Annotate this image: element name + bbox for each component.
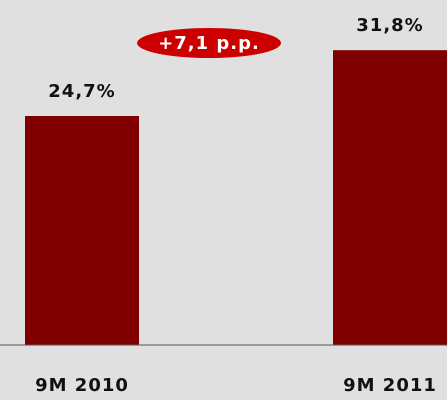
x-tick-label: 9M 2010 xyxy=(35,375,129,396)
value-label: 24,7% xyxy=(48,81,115,102)
x-tick-label: 9M 2011 xyxy=(343,375,437,396)
annotation-badge xyxy=(137,28,281,58)
annotation-group: +7,1 p.p. xyxy=(137,28,281,58)
bar xyxy=(25,115,139,345)
value-label: 31,8% xyxy=(356,15,423,36)
annotation: +7,1 p.p. xyxy=(158,33,260,54)
bar xyxy=(333,50,447,345)
